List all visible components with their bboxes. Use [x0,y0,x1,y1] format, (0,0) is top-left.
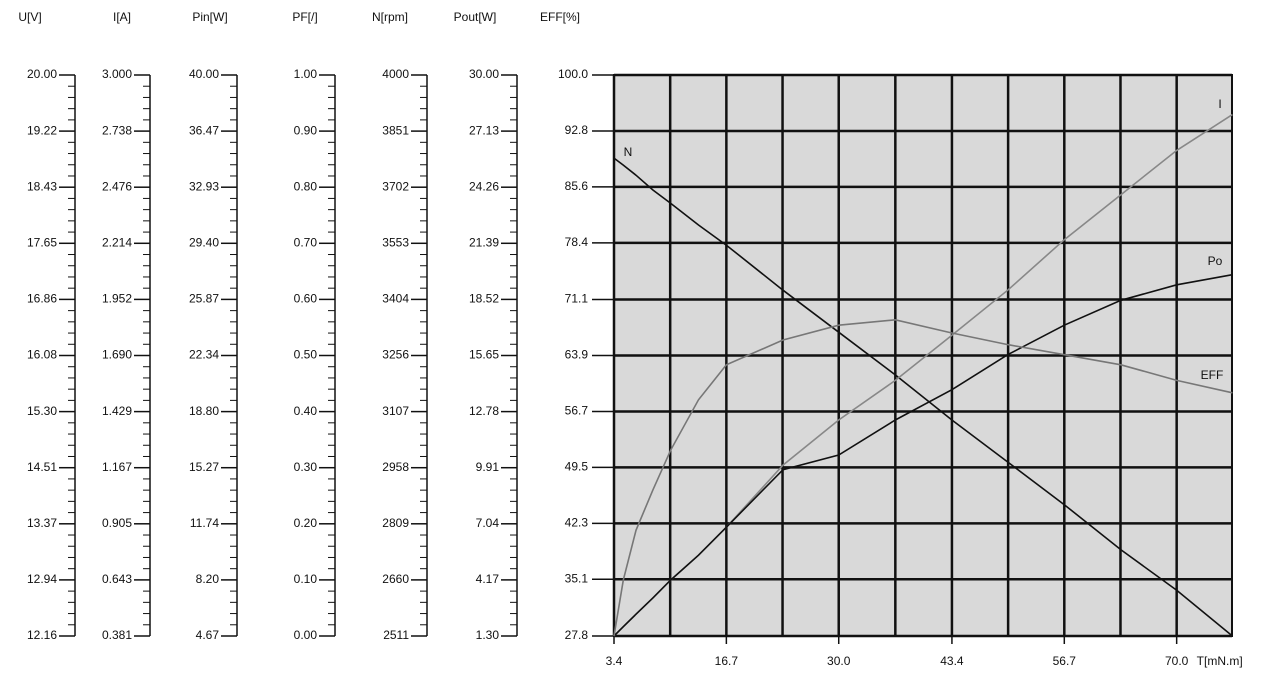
scale-tick-label: 25.87 [189,292,219,306]
scale-tick-label: 15.27 [189,460,219,474]
series-label: I [1218,97,1221,111]
scale-tick-label: 0.10 [294,572,318,586]
y-tick-label: 27.8 [565,628,589,642]
series-label: Po [1208,254,1223,268]
scale-tick-label: 15.65 [469,348,499,362]
scale-tick-label: 2958 [382,460,409,474]
scale-title: U[V] [18,10,41,24]
scale-tick-label: 29.40 [189,235,219,249]
scale-tick-label: 1.30 [476,628,500,642]
scale-tick-label: 24.26 [469,179,499,193]
scale-tick-label: 16.86 [27,292,57,306]
scale-tick-label: 3404 [382,292,409,306]
y-tick-label: 92.8 [565,123,589,137]
scale-tick-label: 12.16 [27,628,57,642]
scale-tick-label: 0.60 [294,292,318,306]
y-tick-label: 71.1 [565,292,589,306]
scale-tick-label: 18.80 [189,404,219,418]
scale-tick-label: 8.20 [196,572,220,586]
scale-tick-label: 2660 [382,572,409,586]
scale-tick-label: 3851 [382,123,409,137]
scale-tick-label: 3553 [382,235,409,249]
x-axis-label: T[mN.m] [1197,654,1243,668]
series-line [613,157,1233,637]
scale-tick-label: 14.51 [27,460,57,474]
y-tick-label: 85.6 [565,179,589,193]
scale-tick-label: 4000 [382,67,409,81]
scale-tick-label: 4.67 [196,628,220,642]
y-tick-label: 49.5 [565,460,589,474]
scale-tick-label: 1.429 [102,404,132,418]
scale-title: N[rpm] [372,10,408,24]
scale-tick-label: 0.00 [294,628,318,642]
series-line [613,273,1233,637]
scale-tick-label: 36.47 [189,123,219,137]
y-tick-label: 35.1 [565,571,589,585]
x-tick-label: 43.4 [940,654,964,668]
scale-tick-label: 2.738 [102,123,132,137]
y-tick-label: 63.9 [565,348,589,362]
scale-title: I[A] [113,10,131,24]
scale-tick-label: 27.13 [469,123,499,137]
y-tick-label: 78.4 [565,235,589,249]
scale-title: PF[/] [292,10,317,24]
scale-tick-label: 18.52 [469,292,499,306]
scale-tick-label: 0.905 [102,516,132,530]
scale-tick-label: 17.65 [27,235,57,249]
scale-tick-label: 9.91 [476,460,500,474]
scale-tick-label: 0.70 [294,235,318,249]
scale-tick-label: 1.952 [102,292,132,306]
y-tick-label: 100.0 [558,67,588,81]
y-tick-label: 42.3 [565,516,589,530]
scale-tick-label: 4.17 [476,572,500,586]
scale-tick-label: 7.04 [476,516,500,530]
scale-tick-label: 20.00 [27,67,57,81]
scale-tick-label: 12.94 [27,572,57,586]
scale-tick-label: 0.643 [102,572,132,586]
scale-tick-label: 2.214 [102,235,132,249]
scale-tick-label: 0.40 [294,404,318,418]
scale-tick-label: 3256 [382,348,409,362]
scale-tick-label: 1.00 [294,67,318,81]
scale-tick-label: 0.90 [294,123,318,137]
scale-tick-label: 13.37 [27,516,57,530]
series-label: EFF [1201,368,1224,382]
scale-tick-label: 1.690 [102,348,132,362]
scale-tick-label: 0.381 [102,628,132,642]
x-tick-label: 30.0 [827,654,851,668]
scale-tick-label: 2809 [382,516,409,530]
series-line [613,318,1233,637]
scale-tick-label: 3107 [382,404,409,418]
scale-tick-label: 18.43 [27,179,57,193]
scale-tick-label: 19.22 [27,123,57,137]
series-label: N [624,145,633,159]
scale-tick-label: 32.93 [189,179,219,193]
y-tick-label: 56.7 [565,404,589,418]
scale-tick-label: 0.50 [294,348,318,362]
scale-tick-label: 22.34 [189,348,219,362]
scale-tick-label: 40.00 [189,67,219,81]
x-tick-label: 3.4 [606,654,623,668]
x-tick-label: 16.7 [715,654,739,668]
scale-tick-label: 1.167 [102,460,132,474]
scale-tick-label: 0.20 [294,516,318,530]
scale-title: Pout[W] [454,10,497,24]
scale-tick-label: 2.476 [102,179,132,193]
scale-tick-label: 3702 [382,179,409,193]
scale-tick-label: 12.78 [469,404,499,418]
scale-tick-label: 2511 [383,628,409,642]
scale-tick-label: 3.000 [102,67,132,81]
scale-tick-label: 0.80 [294,179,318,193]
x-tick-label: 56.7 [1053,654,1077,668]
scale-tick-label: 15.30 [27,404,57,418]
scale-tick-label: 30.00 [469,67,499,81]
scale-tick-label: 0.30 [294,460,318,474]
y-axis-label: EFF[%] [540,10,580,24]
scale-tick-label: 11.74 [190,516,219,530]
scale-title: Pin[W] [192,10,227,24]
x-tick-label: 70.0 [1165,654,1189,668]
scale-tick-label: 21.39 [469,235,499,249]
scale-tick-label: 16.08 [27,348,57,362]
